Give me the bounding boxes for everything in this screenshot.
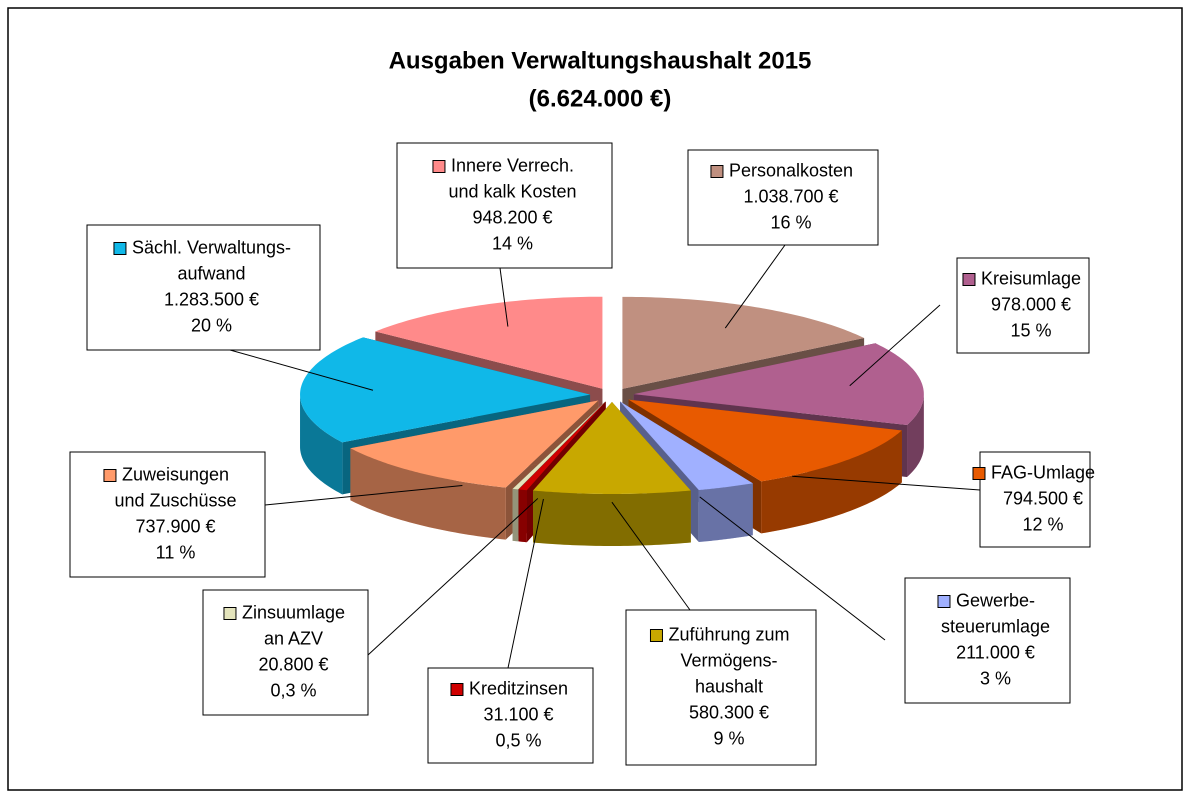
category-label: Personalkosten — [729, 160, 853, 180]
legend-key — [710, 165, 724, 178]
leader-line — [792, 475, 981, 491]
value-label: 978.000 € — [991, 294, 1071, 314]
value-label: 0,5 % — [495, 730, 541, 750]
legend-key — [450, 683, 464, 696]
slice-side-shade — [698, 483, 753, 543]
slice-side-shade — [350, 448, 506, 540]
category-label: Innere Verrech. — [451, 155, 574, 175]
slice — [620, 401, 753, 491]
slice — [633, 343, 924, 426]
slice-side — [350, 448, 506, 540]
category-label: Gewerbe- — [956, 590, 1035, 610]
category-label: FAG-Umlage — [991, 462, 1095, 482]
label-box — [956, 257, 1090, 354]
value-label: 580.300 € — [689, 702, 769, 722]
legend-key — [223, 607, 237, 620]
leader-line — [367, 498, 539, 656]
slice-side — [761, 430, 902, 534]
value-label: 948.200 € — [472, 207, 552, 227]
category-label: an AZV — [264, 628, 323, 648]
leader-line — [264, 485, 463, 506]
leader-line — [499, 267, 509, 327]
category-label: aufwand — [177, 263, 245, 283]
value-label: 3 % — [980, 668, 1011, 688]
category-label: Sächl. Verwaltungs- — [132, 237, 291, 257]
slice — [375, 296, 603, 389]
slice — [533, 401, 691, 494]
leader-line — [611, 501, 691, 611]
value-label: 20.800 € — [258, 654, 328, 674]
category-label: und kalk Kosten — [448, 181, 576, 201]
slice — [518, 401, 606, 491]
value-label: 14 % — [492, 233, 533, 253]
legend-key — [103, 469, 117, 482]
value-label: 11 % — [156, 542, 196, 562]
value-label: 1.038.700 € — [743, 186, 838, 206]
leader-line — [507, 498, 544, 669]
value-label: 794.500 € — [1003, 488, 1083, 508]
slice-side-shade — [512, 488, 519, 542]
category-label: steuerumlage — [941, 616, 1050, 636]
label-box — [979, 451, 1091, 548]
slice-side-shade — [761, 430, 902, 534]
leader-line — [724, 244, 786, 329]
category-label: Zuweisungen — [122, 464, 229, 484]
slice — [300, 337, 591, 443]
value-label: 31.100 € — [483, 704, 553, 724]
value-label: 737.900 € — [135, 516, 215, 536]
category-label: Kreisumlage — [981, 268, 1081, 288]
slice-side-shade — [533, 490, 691, 546]
legend-key — [649, 629, 663, 642]
category-label: Zuführung zum — [668, 624, 789, 644]
slice-side — [907, 394, 924, 478]
value-label: 9 % — [713, 728, 744, 748]
value-label: 12 % — [1022, 514, 1063, 534]
value-label: 16 % — [770, 212, 811, 232]
slice-side — [300, 394, 343, 495]
chart-subtitle: (6.624.000 €) — [529, 85, 672, 112]
legend-key — [972, 467, 986, 480]
slice — [350, 400, 599, 488]
legend-key — [432, 160, 446, 173]
leader-line — [699, 496, 886, 641]
leader-line — [229, 349, 374, 391]
slice-side-shade — [300, 394, 343, 495]
slice-side — [533, 490, 691, 546]
slice — [512, 401, 606, 490]
slice-side-shade — [518, 489, 527, 543]
value-label: 15 % — [1010, 320, 1051, 340]
value-label: 0,3 % — [270, 680, 316, 700]
category-label: und Zuschüsse — [114, 490, 236, 510]
label-box — [69, 451, 266, 578]
slice — [628, 399, 902, 482]
category-label: Kreditzinsen — [469, 678, 568, 698]
value-label: 211.000 € — [956, 642, 1035, 662]
value-label: 1.283.500 € — [164, 289, 259, 309]
category-label: Vermögens- — [680, 650, 777, 670]
legend-key — [962, 273, 976, 286]
leader-line — [849, 304, 941, 387]
value-label: 20 % — [191, 315, 232, 335]
chart-title: Ausgaben Verwaltungshaushalt 2015 — [389, 47, 812, 74]
label-box — [904, 577, 1071, 704]
slice-side-shade — [907, 394, 924, 478]
category-label: haushalt — [695, 676, 763, 696]
slice-side — [518, 489, 527, 543]
slice-side — [512, 488, 519, 542]
category-label: Zinsuumlage — [242, 602, 345, 622]
legend-key — [937, 595, 951, 608]
legend-key — [113, 242, 127, 255]
slice — [622, 296, 865, 389]
